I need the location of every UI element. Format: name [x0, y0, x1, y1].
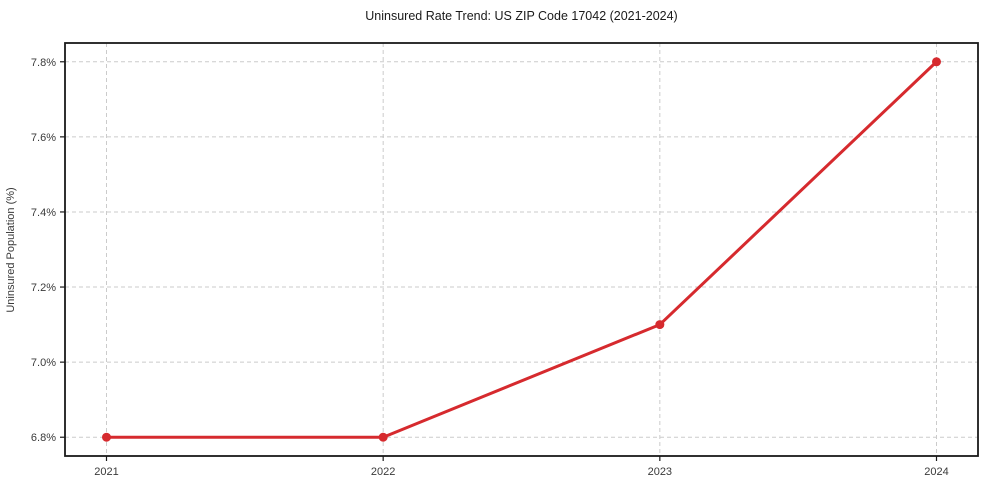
- y-tick-label: 7.8%: [31, 57, 56, 69]
- y-tick-label: 7.2%: [31, 282, 56, 294]
- x-tick-label: 2024: [924, 466, 948, 478]
- data-point: [378, 432, 388, 442]
- plot-border: [64, 42, 979, 457]
- data-point: [655, 320, 665, 330]
- data-point: [932, 57, 941, 67]
- y-tick-label: 7.6%: [31, 132, 56, 144]
- x-tick-label: 2021: [94, 466, 118, 478]
- trend-line: [105, 60, 938, 439]
- data-point: [102, 432, 111, 442]
- chart-title: Uninsured Rate Trend: US ZIP Code 17042 …: [365, 9, 678, 23]
- y-tick-label: 6.8%: [31, 432, 56, 444]
- y-tick-label: 7.4%: [31, 207, 56, 219]
- x-tick-label: 2022: [371, 466, 395, 478]
- y-tick-label: 7.0%: [31, 357, 56, 369]
- x-tick-label: 2023: [648, 466, 672, 478]
- y-axis-title: Uninsured Population (%): [5, 187, 17, 312]
